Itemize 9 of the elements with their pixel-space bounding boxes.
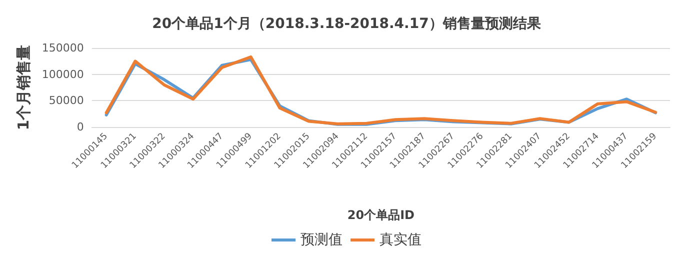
legend-label: 真实值 (380, 232, 422, 248)
y-axis-title: 1个月销售量 (14, 44, 32, 130)
x-axis-title: 20个单品ID (347, 208, 415, 222)
y-tick-label: 50000 (48, 94, 84, 108)
legend-label: 预测值 (300, 232, 342, 248)
y-tick-label: 0 (76, 120, 84, 134)
y-tick-label: 150000 (42, 42, 84, 54)
chart-title: 20个单品1个月（2018.3.18-2018.4.17）销售量预测结果 (152, 16, 542, 32)
y-tick-label: 100000 (42, 68, 84, 81)
